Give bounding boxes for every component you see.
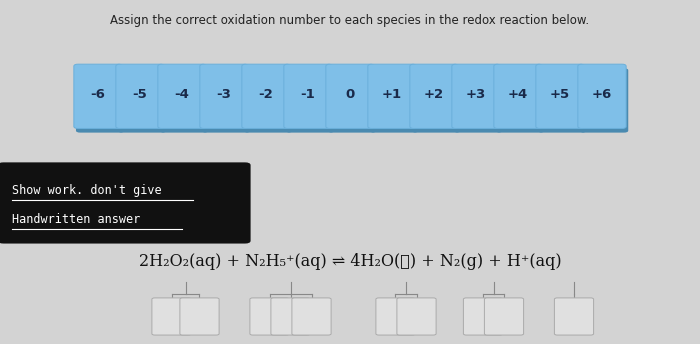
Text: Assign the correct oxidation number to each species in the redox reaction below.: Assign the correct oxidation number to e… [111,14,589,27]
FancyBboxPatch shape [454,68,503,133]
FancyBboxPatch shape [536,64,584,129]
FancyBboxPatch shape [242,64,290,129]
FancyBboxPatch shape [200,64,248,129]
FancyBboxPatch shape [326,64,374,129]
FancyBboxPatch shape [410,64,458,129]
FancyBboxPatch shape [152,298,191,335]
FancyBboxPatch shape [578,64,626,129]
Text: -4: -4 [174,88,190,101]
FancyBboxPatch shape [484,298,524,335]
FancyBboxPatch shape [368,64,416,129]
FancyBboxPatch shape [116,64,164,129]
FancyBboxPatch shape [494,64,542,129]
FancyBboxPatch shape [376,298,415,335]
FancyBboxPatch shape [412,68,461,133]
Text: Show work. don't give: Show work. don't give [12,184,162,196]
FancyBboxPatch shape [452,64,500,129]
Text: +5: +5 [550,88,570,101]
FancyBboxPatch shape [554,298,594,335]
FancyBboxPatch shape [271,298,310,335]
FancyBboxPatch shape [76,68,125,133]
Text: 0: 0 [345,88,355,101]
FancyBboxPatch shape [244,68,293,133]
FancyBboxPatch shape [250,298,289,335]
FancyBboxPatch shape [397,298,436,335]
FancyBboxPatch shape [328,68,377,133]
FancyBboxPatch shape [292,298,331,335]
FancyBboxPatch shape [286,68,335,133]
Text: -6: -6 [90,88,106,101]
Text: +1: +1 [382,88,402,101]
Text: +6: +6 [592,88,612,101]
FancyBboxPatch shape [118,68,167,133]
Text: -3: -3 [216,88,232,101]
Text: Handwritten answer: Handwritten answer [12,213,140,226]
FancyBboxPatch shape [160,68,209,133]
Text: +4: +4 [508,88,528,101]
Text: +3: +3 [466,88,486,101]
FancyBboxPatch shape [0,162,251,244]
Text: -5: -5 [132,88,148,101]
FancyBboxPatch shape [580,68,629,133]
FancyBboxPatch shape [463,298,503,335]
Text: -1: -1 [300,88,316,101]
FancyBboxPatch shape [74,64,122,129]
Text: -2: -2 [258,88,274,101]
Text: +2: +2 [424,88,444,101]
FancyBboxPatch shape [370,68,419,133]
FancyBboxPatch shape [158,64,206,129]
FancyBboxPatch shape [202,68,251,133]
FancyBboxPatch shape [284,64,332,129]
FancyBboxPatch shape [180,298,219,335]
FancyBboxPatch shape [538,68,587,133]
Text: 2H₂O₂(aq) + N₂H₅⁺(aq) ⇌ 4H₂O(ℓ) + N₂(g) + H⁺(aq): 2H₂O₂(aq) + N₂H₅⁺(aq) ⇌ 4H₂O(ℓ) + N₂(g) … [139,253,561,270]
FancyBboxPatch shape [496,68,545,133]
